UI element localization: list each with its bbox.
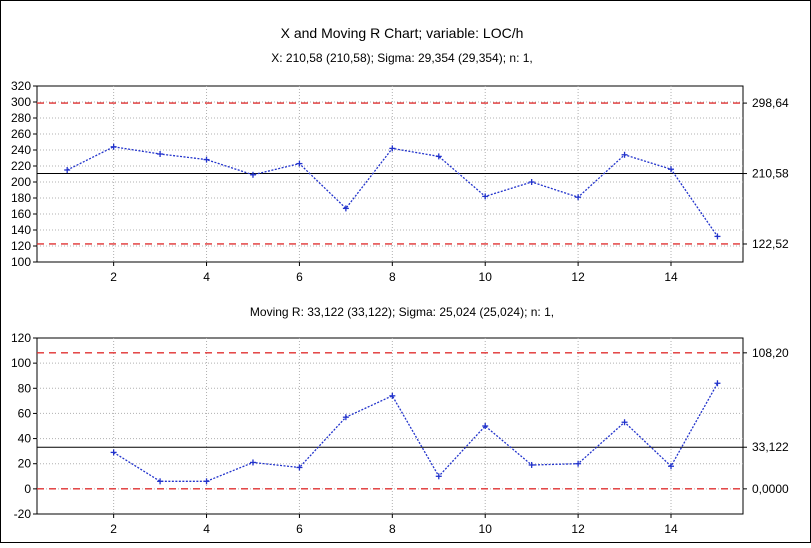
r-chart-x-tick-label: 2 [110, 522, 117, 536]
r-chart-y-tick-label: 40 [18, 432, 32, 446]
x-chart-center-label: 210,58 [752, 167, 789, 181]
x-chart-data-point [482, 193, 489, 200]
r-chart-x-tick-label: 14 [664, 522, 678, 536]
r-chart-plot-area [36, 337, 744, 515]
chart-title: X and Moving R Chart; variable: LOC/h [281, 25, 524, 41]
x-chart-data-point [668, 166, 675, 173]
x-chart-x-tick-label: 6 [296, 270, 303, 284]
r-chart-data-point [435, 473, 442, 480]
r-chart-lcl-label: 0,0000 [752, 482, 789, 496]
x-chart-y-tick-label: 180 [11, 191, 31, 205]
x-chart-y-tick-label: 220 [11, 159, 31, 173]
r-chart-data-point [668, 463, 675, 470]
x-chart-data-point [528, 179, 535, 185]
r-chart-series-line [113, 382, 719, 482]
r-chart-x-tick-label: 12 [571, 522, 585, 536]
r-chart-y-tick-label: 60 [18, 406, 32, 420]
x-chart-x-tick-label: 12 [571, 270, 585, 284]
x-chart-data-point [435, 153, 442, 160]
r-chart-y-tick-label: 80 [18, 381, 32, 395]
r-chart-data-point [482, 423, 489, 429]
r-chart-y-tick-label: 100 [11, 356, 31, 370]
x-chart-data-point [621, 151, 628, 158]
x-chart-data-point [110, 143, 117, 150]
r-chart-center-label: 33,122 [752, 440, 789, 454]
r-chart-y-tick-label: 0 [24, 482, 31, 496]
r-chart-data-point [157, 478, 164, 485]
x-chart-data-point [342, 205, 349, 212]
x-chart-x-tick-label: 10 [479, 270, 493, 284]
x-chart-lcl-label: 122,52 [752, 237, 789, 251]
x-chart-data-point [64, 167, 71, 173]
x-chart-y-tick-label: 160 [11, 207, 31, 221]
x-chart-data-point [249, 171, 256, 178]
x-chart-data-point [296, 160, 303, 167]
x-chart-data-point [157, 151, 164, 157]
r-chart-data-point [389, 392, 396, 399]
x-chart-x-tick-label: 4 [203, 270, 210, 284]
r-chart-data-point [342, 414, 349, 421]
x-chart-x-tick-label: 14 [664, 270, 678, 284]
r-chart-ucl-label: 108,20 [752, 346, 789, 360]
r-chart-x-tick-label: 8 [389, 522, 396, 536]
r-chart-data-point [528, 461, 535, 468]
r-chart-data-point [296, 464, 303, 471]
r-chart-y-tick-label: -20 [14, 507, 32, 521]
x-chart-y-tick-label: 260 [11, 127, 31, 141]
r-chart-data-point [110, 449, 117, 456]
x-chart-y-tick-label: 100 [11, 255, 31, 269]
x-chart-ucl-label: 298,64 [752, 96, 789, 110]
r-chart-x-tick-label: 10 [479, 522, 493, 536]
x-chart-data-point [714, 233, 721, 240]
r-chart-data-point [575, 460, 582, 467]
r-chart-data-point [203, 478, 210, 485]
moving-r-chart-panel: -20 0 20 40 60 80 100 120 2 4 6 8 10 12 14 108,20 33,122… [11, 331, 789, 536]
r-chart-x-tick-label: 6 [296, 522, 303, 536]
moving-r-subtitle: Moving R: 33,122 (33,122); Sigma: 25,024… [250, 305, 554, 319]
x-chart-y-tick-label: 240 [11, 143, 31, 157]
r-chart-y-tick-label: 120 [11, 331, 31, 345]
r-chart-data-point [621, 419, 628, 426]
x-chart-panel: 100 120 140 160 180 200 220 240 260 280 300 320 2 4 6 8… [11, 79, 789, 284]
x-chart-x-tick-label: 2 [110, 270, 117, 284]
x-chart-y-tick-label: 320 [11, 79, 31, 93]
x-chart-y-tick-label: 140 [11, 223, 31, 237]
x-chart-y-tick-label: 280 [11, 111, 31, 125]
x-chart-subtitle: X: 210,58 (210,58); Sigma: 29,354 (29,35… [271, 51, 533, 65]
r-chart-y-tick-label: 20 [18, 457, 32, 471]
r-chart-data-point [714, 380, 721, 387]
x-chart-y-tick-label: 120 [11, 239, 31, 253]
x-chart-y-tick-label: 300 [11, 95, 31, 109]
x-chart-x-tick-label: 8 [389, 270, 396, 284]
r-chart-x-tick-label: 4 [203, 522, 210, 536]
x-chart-data-point [389, 145, 396, 152]
r-chart-data-point [249, 459, 256, 466]
x-chart-data-point [203, 156, 210, 163]
x-chart-data-point [575, 194, 582, 201]
x-chart-y-tick-label: 200 [11, 175, 31, 189]
